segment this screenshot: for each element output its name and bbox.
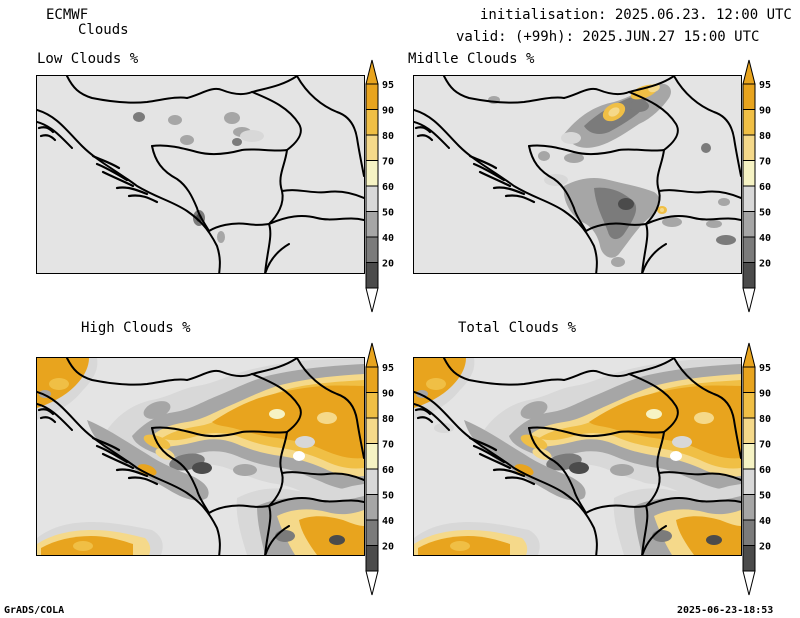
svg-text:80: 80 — [759, 414, 771, 425]
colorbar-mid: 95 90 80 70 60 50 40 20 — [741, 59, 781, 313]
svg-text:40: 40 — [382, 516, 394, 527]
svg-text:80: 80 — [382, 131, 394, 142]
map-low-clouds — [36, 75, 365, 274]
svg-text:95: 95 — [759, 80, 771, 91]
svg-text:20: 20 — [382, 259, 394, 270]
svg-text:50: 50 — [759, 491, 771, 502]
footer-software: GrADS/COLA — [4, 605, 65, 616]
svg-text:90: 90 — [759, 389, 771, 400]
svg-text:70: 70 — [382, 157, 394, 168]
svg-text:70: 70 — [759, 157, 771, 168]
footer-timestamp: 2025-06-23-18:53 — [677, 605, 774, 616]
svg-text:40: 40 — [382, 233, 394, 244]
svg-text:95: 95 — [382, 80, 394, 91]
svg-text:40: 40 — [759, 233, 771, 244]
svg-text:80: 80 — [759, 131, 771, 142]
map-mid-clouds — [413, 75, 742, 274]
svg-text:60: 60 — [759, 182, 771, 193]
svg-text:70: 70 — [759, 440, 771, 451]
svg-text:95: 95 — [382, 363, 394, 374]
panel-title-mid: Midlle Clouds % — [408, 51, 535, 67]
svg-text:70: 70 — [382, 440, 394, 451]
init-time: initialisation: 2025.06.23. 12:00 UTC — [480, 7, 792, 23]
svg-text:50: 50 — [382, 491, 394, 502]
svg-text:60: 60 — [759, 465, 771, 476]
svg-text:50: 50 — [382, 208, 394, 219]
product-name: Clouds — [78, 22, 129, 38]
svg-text:60: 60 — [382, 182, 394, 193]
svg-text:50: 50 — [759, 208, 771, 219]
svg-text:90: 90 — [382, 389, 394, 400]
panel-title-low: Low Clouds % — [37, 51, 139, 67]
colorbar-total: 95 90 80 70 60 50 40 20 — [741, 342, 781, 596]
map-total-clouds — [413, 357, 742, 556]
svg-text:90: 90 — [759, 106, 771, 117]
svg-text:80: 80 — [382, 414, 394, 425]
svg-text:95: 95 — [759, 363, 771, 374]
svg-text:20: 20 — [759, 542, 771, 553]
panel-title-total: Total Clouds % — [458, 320, 577, 336]
svg-text:20: 20 — [382, 542, 394, 553]
svg-text:90: 90 — [382, 106, 394, 117]
svg-text:40: 40 — [759, 516, 771, 527]
map-high-clouds — [36, 357, 365, 556]
colorbar-low: 95 90 80 70 60 50 40 20 — [364, 59, 404, 313]
panel-title-high: High Clouds % — [81, 320, 191, 336]
model-name: ECMWF — [46, 7, 89, 23]
colorbar-high: 95 90 80 70 60 50 40 20 — [364, 342, 404, 596]
svg-text:60: 60 — [382, 465, 394, 476]
svg-text:20: 20 — [759, 259, 771, 270]
valid-time: valid: (+99h): 2025.JUN.27 15:00 UTC — [456, 29, 760, 45]
